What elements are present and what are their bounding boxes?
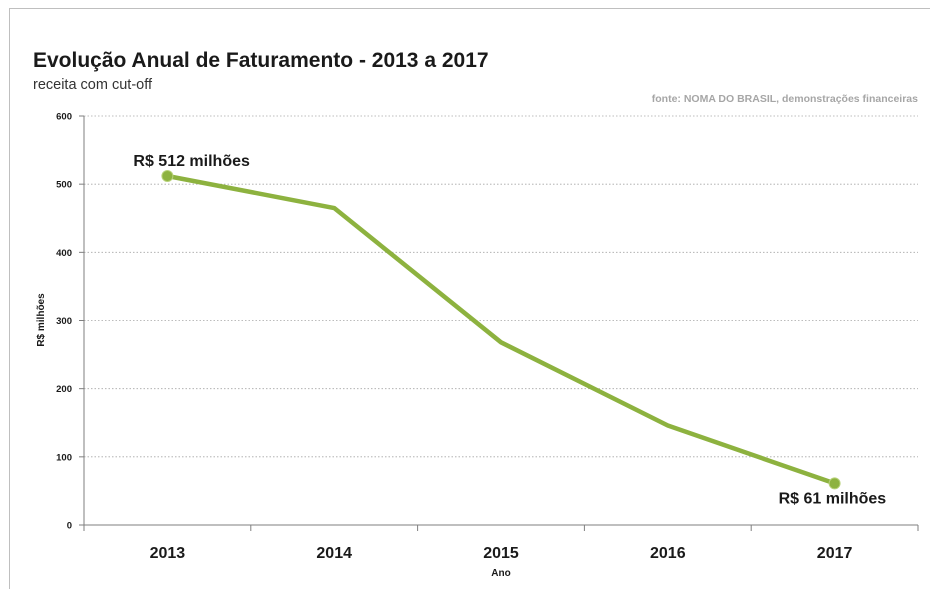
source-note: fonte: NOMA DO BRASIL, demonstrações fin… [651, 93, 918, 105]
y-tick-label: 400 [56, 248, 72, 259]
y-tick-label: 0 [67, 521, 72, 532]
x-tick-label: 2016 [650, 545, 686, 562]
series-line [165, 173, 837, 486]
y-axis-label: R$ milhões [36, 293, 47, 347]
x-axis-label: Ano [491, 568, 510, 579]
chart-frame [9, 8, 930, 589]
data-label: R$ 61 milhões [779, 490, 887, 507]
chart-subtitle: receita com cut-off [33, 77, 153, 93]
chart-title: Evolução Anual de Faturamento - 2013 a 2… [33, 49, 489, 72]
x-axis: 2013 2014 2015 2016 2017 [83, 524, 919, 562]
data-label: R$ 512 milhões [133, 153, 250, 170]
y-tick-label: 300 [56, 316, 72, 327]
gridlines [84, 115, 918, 458]
y-tick-label: 100 [56, 452, 72, 463]
data-point-marker [828, 477, 841, 490]
y-tick-label: 600 [56, 112, 72, 123]
x-tick-label: 2015 [483, 545, 519, 562]
x-tick-label: 2014 [316, 545, 352, 562]
x-tick-label: 2013 [150, 545, 186, 562]
y-tick-label: 200 [56, 384, 72, 395]
x-tick-label: 2017 [817, 545, 853, 562]
y-tick-labels: 0 100 200 300 400 500 600 [56, 112, 85, 532]
series-group [161, 169, 841, 490]
annotations: R$ 512 milhões R$ 61 milhões [133, 153, 886, 507]
y-tick-label: 500 [56, 180, 72, 191]
data-point-marker [161, 169, 174, 182]
